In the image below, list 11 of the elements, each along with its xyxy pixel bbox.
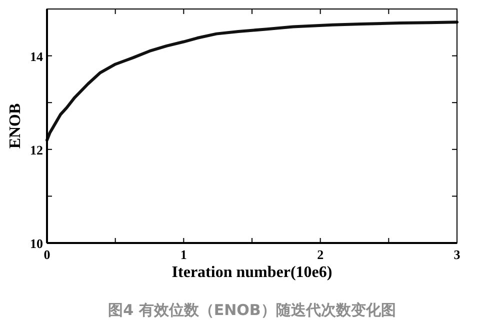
x-tick-label: 0 (44, 247, 50, 262)
x-tick-label: 2 (317, 247, 324, 262)
y-tick-label: 10 (30, 236, 43, 251)
x-axis-title: Iteration number(10e6) (172, 264, 332, 281)
y-tick-label: 12 (30, 142, 43, 158)
caption: 图4 有效位数（ENOB）随迭代次数变化图 (108, 301, 396, 319)
y-tick-label: 14 (30, 48, 44, 64)
y-axis-title: ENOB (7, 103, 24, 149)
x-tick-label: 1 (180, 247, 187, 262)
line-series (46, 20, 458, 142)
x-tick-label: 3 (454, 247, 461, 262)
